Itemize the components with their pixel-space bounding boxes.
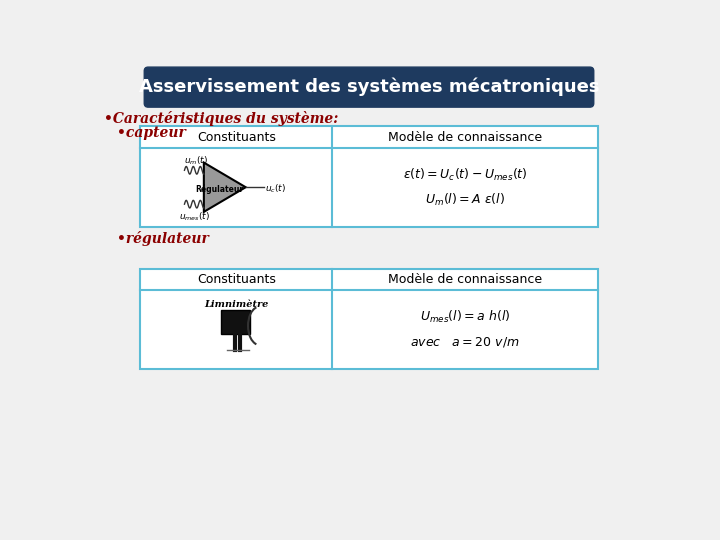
Bar [140,126,598,226]
Text: $\varepsilon(t) = U_c(t) - U_{mes}(t)$: $\varepsilon(t) = U_c(t) - U_{mes}(t)$ [402,167,527,183]
Text: Constituants: Constituants [197,273,276,286]
Text: $u_{mes}(t)$: $u_{mes}(t)$ [179,210,210,222]
Text: Modèle de connaissance: Modèle de connaissance [388,131,542,144]
FancyBboxPatch shape [144,67,594,107]
Text: Modèle de connaissance: Modèle de connaissance [388,273,542,286]
Text: Asservissement des systèmes mécatroniques: Asservissement des systèmes mécatronique… [139,78,599,96]
Text: $u_m(t)$: $u_m(t)$ [184,154,208,166]
Text: $U_{mes}(l) = a\ h(l)$: $U_{mes}(l) = a\ h(l)$ [420,309,510,326]
Text: $avec\ \ \ a = 20\ v/m$: $avec\ \ \ a = 20\ v/m$ [410,335,520,349]
Text: •capteur: •capteur [117,126,186,139]
Text: •Caractéristiques du système:: •Caractéristiques du système: [104,111,338,126]
Bar [140,269,598,369]
Text: Régulateur: Régulateur [195,184,243,193]
Text: $U_m(l) = A\ \varepsilon(l)$: $U_m(l) = A\ \varepsilon(l)$ [425,192,505,207]
Polygon shape [204,163,246,212]
Text: Limnimètre: Limnimètre [204,300,269,309]
Text: •régulateur: •régulateur [117,231,209,246]
Bar [221,310,251,334]
Text: Constituants: Constituants [197,131,276,144]
Text: $u_c(t)$: $u_c(t)$ [265,183,287,195]
